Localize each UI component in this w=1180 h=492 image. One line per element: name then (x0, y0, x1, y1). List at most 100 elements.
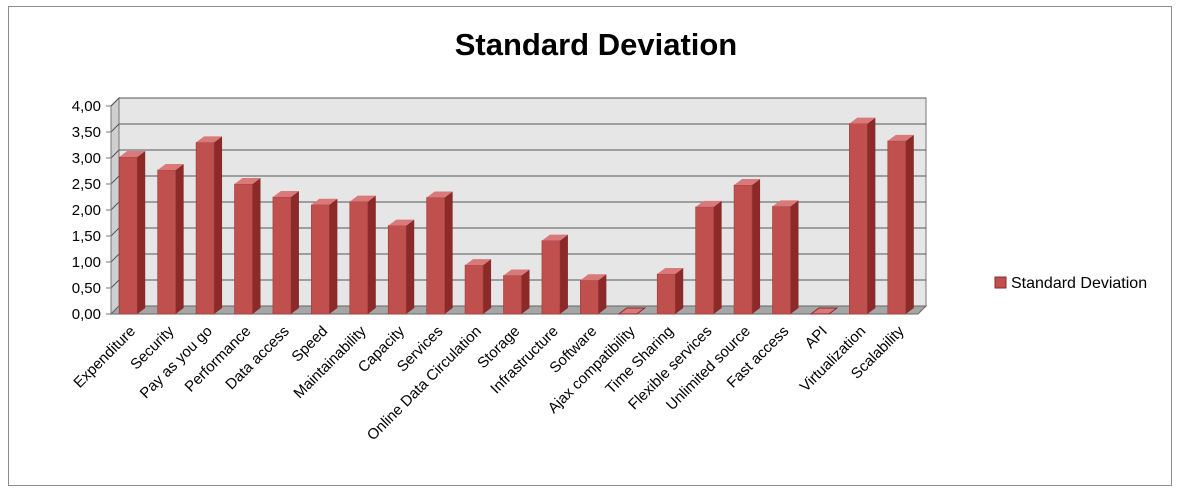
bar-top (772, 200, 799, 207)
y-tick-label: 0,00 (72, 306, 101, 323)
bar (311, 198, 338, 315)
bar (772, 200, 799, 315)
bar-top (734, 179, 761, 186)
bar-top (503, 269, 530, 276)
bar-top (465, 259, 492, 266)
gridline-side (110, 227, 120, 237)
y-tick-label: 3,50 (72, 124, 101, 141)
bar-top (349, 195, 376, 202)
bar (887, 134, 914, 315)
x-tick-label: Expenditure (70, 323, 139, 392)
bar (118, 150, 146, 315)
bar-front (426, 197, 445, 315)
bars (118, 117, 914, 315)
bar-front (503, 275, 522, 315)
bar-side (367, 195, 376, 314)
legend-swatch (994, 276, 1007, 289)
bar-front (157, 169, 176, 315)
bar-top (657, 267, 684, 274)
bar-front (195, 142, 215, 315)
bar (733, 179, 761, 315)
bar-top (695, 200, 722, 207)
bar (195, 136, 223, 315)
bar-side (444, 191, 453, 314)
bar (541, 234, 568, 315)
bar-top (426, 191, 453, 198)
bar-flat (617, 307, 647, 315)
bar-side (252, 178, 261, 314)
bar-front (272, 196, 292, 315)
bar-front (118, 156, 138, 315)
bar (426, 191, 453, 315)
legend: Standard Deviation (994, 275, 1147, 292)
bar (656, 267, 684, 315)
bar-top (196, 136, 223, 143)
bar-side (521, 269, 530, 314)
bar-front (541, 240, 561, 315)
y-tick-label: 3,00 (72, 150, 101, 167)
bar (617, 307, 647, 315)
bar (157, 163, 184, 315)
bar (349, 195, 376, 315)
bar-front (580, 279, 599, 315)
y-tick-label: 1,00 (72, 254, 101, 271)
bar-front (349, 201, 369, 315)
bar-top (887, 134, 914, 141)
bar-front (387, 225, 407, 315)
gridline-side (110, 97, 120, 107)
bar-side (905, 134, 914, 314)
bar-side (598, 274, 607, 314)
bar (809, 307, 839, 315)
bar-side (406, 219, 415, 314)
bar-top (311, 198, 338, 205)
gridline-side (110, 149, 120, 159)
bar (503, 269, 530, 315)
bar-top (388, 219, 415, 226)
bar-front (695, 206, 714, 315)
y-tick-label: 4,00 (72, 98, 101, 115)
bar-front (772, 206, 791, 315)
gridline-side (110, 201, 120, 211)
bar-side (752, 179, 761, 314)
bar-top (849, 117, 876, 124)
bar-side (559, 234, 568, 314)
gridline-side (110, 253, 120, 263)
chart-title: Standard Deviation (455, 27, 738, 62)
bar-side (675, 267, 684, 314)
bar-top (234, 178, 261, 184)
bar-side (713, 200, 722, 314)
legend-label: Standard Deviation (1011, 275, 1147, 292)
bar-top (157, 163, 184, 170)
bar (272, 191, 299, 315)
bar-front (887, 140, 907, 315)
bar-side (790, 200, 799, 314)
gridline-side (110, 175, 120, 185)
bar-flat (809, 307, 839, 315)
bar-front (311, 204, 330, 315)
bar-side (175, 163, 184, 314)
bar-side (214, 136, 223, 314)
bar-front (733, 184, 753, 315)
y-tick-label: 1,50 (72, 228, 101, 245)
y-axis-ticks: 0,00 0,50 1,00 1,50 2,00 2,50 3,00 3,50 4,00 (72, 98, 112, 323)
bar (234, 178, 261, 315)
bar-front (656, 273, 676, 315)
bar (849, 117, 876, 315)
bar (387, 219, 415, 315)
bar-side (290, 191, 299, 314)
bar-top (119, 150, 146, 157)
bar-top (580, 274, 607, 281)
y-tick-label: 0,50 (72, 280, 101, 297)
bar (695, 200, 722, 315)
bar-side (329, 198, 338, 314)
gridline-side (110, 279, 120, 289)
bar-front (849, 123, 868, 315)
bar-front (234, 183, 253, 315)
x-tick-label: API (802, 323, 831, 352)
bar-side (137, 150, 146, 314)
gridline-side (110, 123, 120, 133)
bar-top (272, 191, 299, 197)
bar (580, 274, 607, 315)
